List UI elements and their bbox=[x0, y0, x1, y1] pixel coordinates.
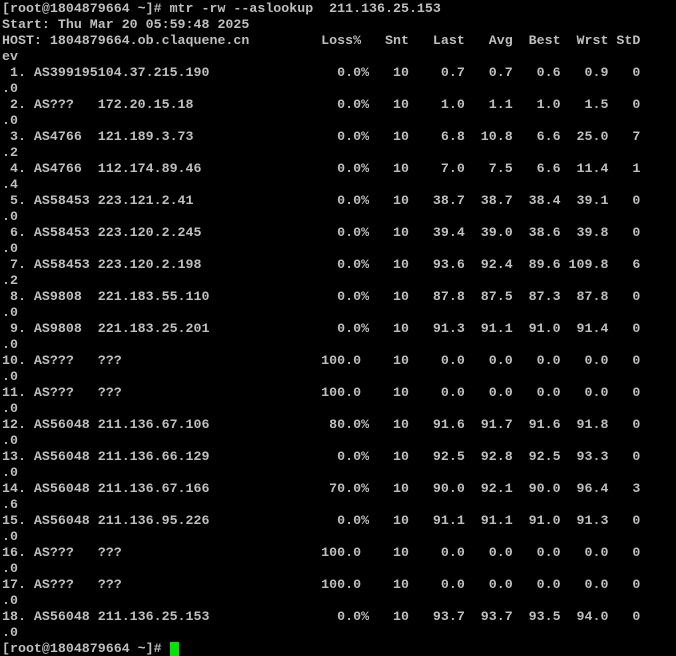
hop-row-4-wrap: .4 bbox=[2, 177, 18, 192]
hop-row-1: 1. AS399195104.37.215.190 0.0% 10 0.7 0.… bbox=[2, 65, 641, 80]
hop-row-3: 3. AS4766 121.189.3.73 0.0% 10 6.8 10.8 … bbox=[2, 129, 641, 144]
table-header-wrap-line: ev bbox=[2, 49, 18, 64]
hop-row-15: 15. AS56048 211.136.95.226 0.0% 10 91.1 … bbox=[2, 513, 641, 528]
hop-row-12-wrap: .0 bbox=[2, 433, 18, 448]
hop-row-9: 9. AS9808 221.183.25.201 0.0% 10 91.3 91… bbox=[2, 321, 641, 336]
hop-row-18: 18. AS56048 211.136.25.153 0.0% 10 93.7 … bbox=[2, 609, 641, 624]
hop-row-12: 12. AS56048 211.136.67.106 80.0% 10 91.6… bbox=[2, 417, 641, 432]
table-header-line: HOST: 1804879664.ob.claquene.cn Loss% Sn… bbox=[2, 33, 641, 48]
hop-row-8: 8. AS9808 221.183.55.110 0.0% 10 87.8 87… bbox=[2, 289, 641, 304]
hop-row-5-wrap: .0 bbox=[2, 209, 18, 224]
hop-row-4: 4. AS4766 112.174.89.46 0.0% 10 7.0 7.5 … bbox=[2, 161, 641, 176]
hop-row-6-wrap: .0 bbox=[2, 241, 18, 256]
shell-prompt: [root@1804879664 ~]# bbox=[2, 641, 170, 656]
hop-row-14: 14. AS56048 211.136.67.166 70.0% 10 90.0… bbox=[2, 481, 641, 496]
hop-row-8-wrap: .0 bbox=[2, 305, 18, 320]
hop-row-10-wrap: .0 bbox=[2, 369, 18, 384]
hop-row-15-wrap: .0 bbox=[2, 529, 18, 544]
hop-row-11: 11. AS??? ??? 100.0 10 0.0 0.0 0.0 0.0 0 bbox=[2, 385, 641, 400]
hop-row-2: 2. AS??? 172.20.15.18 0.0% 10 1.0 1.1 1.… bbox=[2, 97, 641, 112]
terminal-cursor bbox=[169, 642, 179, 656]
hop-row-13: 13. AS56048 211.136.66.129 0.0% 10 92.5 … bbox=[2, 449, 641, 464]
hop-row-3-wrap: .2 bbox=[2, 145, 18, 160]
hop-row-13-wrap: .0 bbox=[2, 465, 18, 480]
hop-row-2-wrap: .0 bbox=[2, 113, 18, 128]
hop-row-6: 6. AS58453 223.120.2.245 0.0% 10 39.4 39… bbox=[2, 225, 641, 240]
hop-row-16-wrap: .0 bbox=[2, 561, 18, 576]
hop-row-1-wrap: .0 bbox=[2, 81, 18, 96]
hop-row-18-wrap: .0 bbox=[2, 625, 18, 640]
hop-row-5: 5. AS58453 223.121.2.41 0.0% 10 38.7 38.… bbox=[2, 193, 641, 208]
start-time-line: Start: Thu Mar 20 05:59:48 2025 bbox=[2, 17, 250, 32]
shell-prompt-line[interactable]: [root@1804879664 ~]# bbox=[2, 641, 676, 656]
hop-row-17: 17. AS??? ??? 100.0 10 0.0 0.0 0.0 0.0 0 bbox=[2, 577, 641, 592]
hop-row-7: 7. AS58453 223.120.2.198 0.0% 10 93.6 92… bbox=[2, 257, 641, 272]
hop-row-11-wrap: .0 bbox=[2, 401, 18, 416]
hop-row-16: 16. AS??? ??? 100.0 10 0.0 0.0 0.0 0.0 0 bbox=[2, 545, 641, 560]
hop-row-17-wrap: .0 bbox=[2, 593, 18, 608]
hop-row-7-wrap: .2 bbox=[2, 273, 18, 288]
command-line: [root@1804879664 ~]# mtr -rw --aslookup … bbox=[2, 1, 441, 16]
hop-row-9-wrap: .0 bbox=[2, 337, 18, 352]
hop-row-10: 10. AS??? ??? 100.0 10 0.0 0.0 0.0 0.0 0 bbox=[2, 353, 641, 368]
hop-row-14-wrap: .6 bbox=[2, 497, 18, 512]
